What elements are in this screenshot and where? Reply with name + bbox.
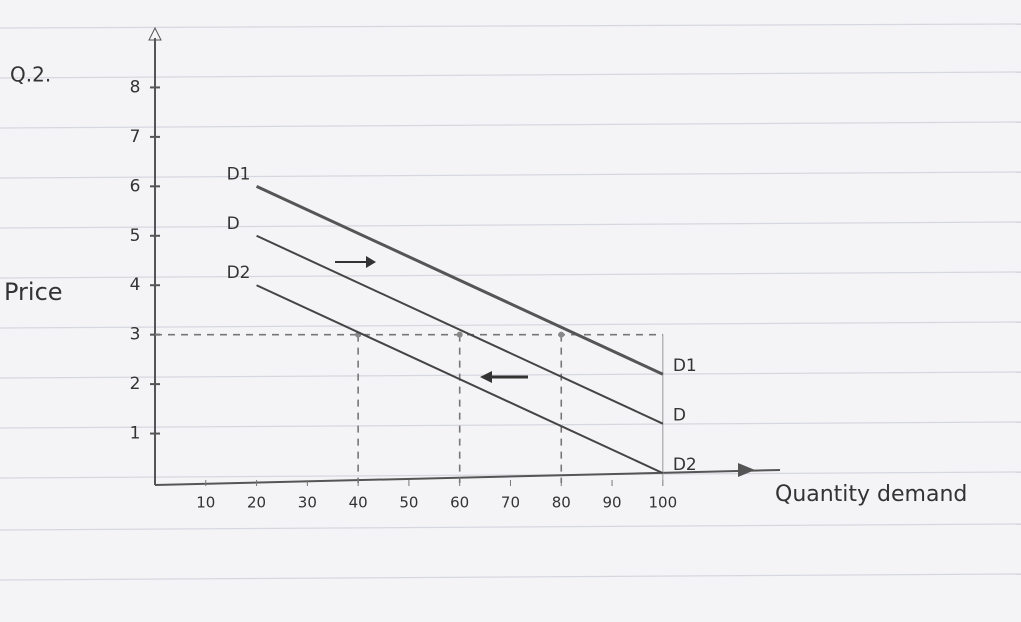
guide-point [558, 331, 565, 338]
demand-curve [255, 184, 664, 376]
x-tick-label: 60 [450, 494, 469, 512]
question-label: Q.2. [10, 63, 51, 87]
y-tick-label: 7 [130, 127, 141, 147]
y-tick-label: 6 [130, 176, 141, 196]
x-tick-label: 70 [501, 494, 520, 512]
x-tick-label: 30 [298, 494, 317, 512]
demand-curve [256, 234, 664, 425]
demand-curve [256, 284, 664, 475]
shift-arrow-left-head [480, 371, 492, 383]
y-tick-label: 8 [130, 77, 141, 97]
x-tick-label: 10 [196, 494, 215, 512]
curve-label-start: D [227, 214, 240, 234]
curve-label-start: D1 [227, 164, 251, 184]
x-tick-label: 80 [552, 494, 571, 512]
y-axis-label: Price [4, 278, 63, 306]
y-tick-label: 4 [130, 275, 141, 295]
curve-label-start: D2 [227, 263, 251, 283]
x-tick-label: 50 [399, 494, 418, 512]
y-tick-label: 1 [130, 424, 141, 444]
guide-point [456, 331, 463, 338]
y-tick-label: 5 [130, 226, 141, 246]
y-tick-label: 2 [130, 374, 141, 394]
curve-label-end: D [673, 406, 686, 426]
paper-lines [0, 23, 1021, 581]
y-tick-label: 3 [130, 325, 141, 345]
curve-label-end: D2 [673, 455, 697, 475]
y-axis-arrow [148, 26, 162, 41]
x-tick-label: 40 [349, 494, 368, 512]
x-axis-arrow [738, 463, 755, 477]
x-axis [154, 469, 781, 486]
curve-label-end: D1 [673, 356, 697, 376]
x-tick-label: 100 [649, 494, 678, 512]
x-tick-label: 20 [247, 494, 266, 512]
shift-arrow-right-head [366, 256, 376, 268]
x-axis-label: Quantity demand [775, 482, 967, 507]
x-tick-label: 90 [602, 494, 621, 512]
